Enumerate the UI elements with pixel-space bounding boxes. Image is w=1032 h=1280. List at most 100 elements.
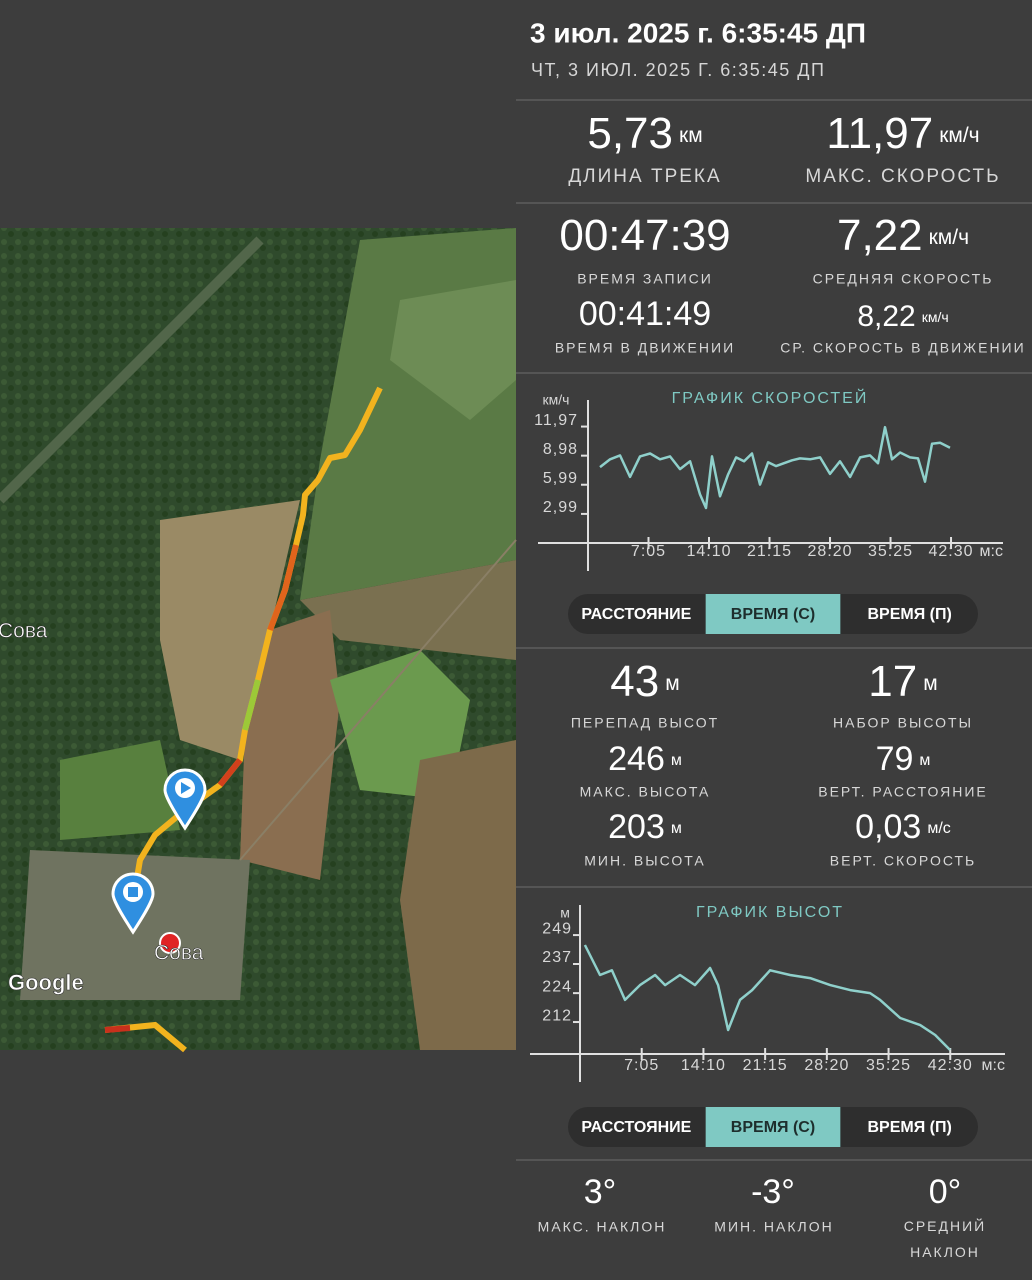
y-tick-label: 8,98 <box>543 441 578 458</box>
stat-value: 203 м <box>608 808 682 846</box>
stat-unit: м <box>671 820 682 837</box>
slope-value: -3° <box>751 1173 795 1211</box>
stat-label: СР. СКОРОСТЬ В ДВИЖЕНИИ <box>780 340 1025 356</box>
stat-unit: м <box>665 672 679 695</box>
stat-number: 8,22 <box>857 300 915 333</box>
control-option[interactable]: ВРЕМЯ (П) <box>868 1119 952 1136</box>
control-option[interactable]: ВРЕМЯ (С) <box>731 606 815 623</box>
chart-title: ГРАФИК СКОРОСТЕЙ <box>672 388 869 407</box>
stat-value: 00:47:39 <box>559 211 730 260</box>
stat-unit: м/с <box>927 820 950 837</box>
stat-number: 17 <box>868 657 917 706</box>
stat-number: 5,73 <box>587 109 673 158</box>
stat-unit: м <box>919 752 930 769</box>
stat-number: 0,03 <box>855 808 921 846</box>
x-unit: м:с <box>982 1057 1005 1074</box>
y-tick-label: 224 <box>542 978 572 995</box>
x-tick-label: 21:15 <box>743 1057 788 1074</box>
control-active <box>705 594 841 634</box>
slope-label: СРЕДНИЙ НАКЛОН <box>904 1217 987 1260</box>
stat-value: 00:41:49 <box>579 295 711 333</box>
stat-label: НАБОР ВЫСОТЫ <box>833 715 973 731</box>
stat-unit: км/ч <box>929 226 969 249</box>
place-label: Сова <box>154 942 204 965</box>
x-unit: м:с <box>980 543 1003 560</box>
control-option[interactable]: ВРЕМЯ (П) <box>868 606 952 623</box>
y-tick-label: 212 <box>542 1007 572 1024</box>
stat-value: 17 м <box>868 657 937 706</box>
chart-title: ГРАФИК ВЫСОТ <box>696 904 844 921</box>
stat-value: 43 м <box>610 657 679 706</box>
y-tick-label: 249 <box>542 920 572 937</box>
stat-number: 43 <box>610 657 659 706</box>
stat-label: ВРЕМЯ В ДВИЖЕНИИ <box>555 340 735 356</box>
stat-unit: м <box>923 672 937 695</box>
segmented-control[interactable]: РАССТОЯНИЕ ВРЕМЯ (С) ВРЕМЯ (П) <box>568 594 978 634</box>
stat-value: 8,22 км/ч <box>857 300 948 333</box>
slope-value: 3° <box>584 1173 617 1211</box>
x-tick-label: 14:10 <box>681 1057 726 1074</box>
x-tick-label: 14:10 <box>686 543 731 560</box>
stat-number: 00:41:49 <box>579 295 711 333</box>
control-option[interactable]: РАССТОЯНИЕ <box>581 1119 691 1136</box>
control-option[interactable]: РАССТОЯНИЕ <box>581 606 691 623</box>
stat-number: 7,22 <box>837 211 923 260</box>
stat-number: 00:47:39 <box>559 211 730 260</box>
stat-unit: м <box>671 752 682 769</box>
subtitle: ЧТ, 3 ИЮЛ. 2025 Г. 6:35:45 ДП <box>531 60 825 80</box>
stat-label: МИН. ВЫСОТА <box>584 853 705 869</box>
slope-label-line: НАКЛОН <box>910 1244 980 1260</box>
stat-number: 246 <box>608 740 665 778</box>
stat-value: 0,03 м/с <box>855 808 951 846</box>
stat-label: ВРЕМЯ ЗАПИСИ <box>577 271 713 287</box>
stat-unit: км <box>679 124 703 147</box>
y-unit: м <box>560 905 570 921</box>
stat-label: ВЕРТ. СКОРОСТЬ <box>830 853 976 869</box>
stat-value: 5,73 км <box>587 109 702 158</box>
stat-number: 79 <box>876 740 914 778</box>
x-tick-label: 42:30 <box>929 543 974 560</box>
slope-label: МАКС. НАКЛОН <box>538 1219 667 1235</box>
stat-value: 11,97 км/ч <box>826 109 979 158</box>
control-option[interactable]: ВРЕМЯ (С) <box>731 1119 815 1136</box>
x-tick-label: 28:20 <box>804 1057 849 1074</box>
title: 3 июл. 2025 г. 6:35:45 ДП <box>530 17 866 48</box>
control-active <box>705 1107 841 1147</box>
stat-label: МАКС. СКОРОСТЬ <box>805 166 1000 187</box>
x-tick-label: 7:05 <box>624 1057 659 1074</box>
stat-number: 11,97 <box>826 109 933 158</box>
y-tick-label: 237 <box>542 949 572 966</box>
segmented-control[interactable]: РАССТОЯНИЕ ВРЕМЯ (С) ВРЕМЯ (П) <box>568 1107 978 1147</box>
data-line <box>599 425 951 510</box>
x-tick-label: 35:25 <box>866 1057 911 1074</box>
slope-value: 0° <box>929 1173 962 1211</box>
stat-label: МАКС. ВЫСОТА <box>580 784 711 800</box>
y-tick-label: 5,99 <box>543 470 578 487</box>
map-attribution: Google <box>8 970 84 995</box>
x-tick-label: 28:20 <box>808 543 853 560</box>
stat-unit: км/ч <box>939 124 979 147</box>
y-tick-label: 11,97 <box>534 412 578 429</box>
x-tick-label: 7:05 <box>631 543 666 560</box>
stat-value: 7,22 км/ч <box>837 211 969 260</box>
stat-label: СРЕДНЯЯ СКОРОСТЬ <box>813 271 994 287</box>
x-tick-label: 35:25 <box>868 543 913 560</box>
x-tick-label: 42:30 <box>928 1057 973 1074</box>
y-unit: км/ч <box>543 392 570 408</box>
stat-label: ДЛИНА ТРЕКА <box>568 166 721 187</box>
y-tick-label: 2,99 <box>543 499 578 516</box>
slope-label-line: СРЕДНИЙ <box>904 1217 987 1234</box>
data-line <box>583 944 951 1051</box>
stat-label: ВЕРТ. РАССТОЯНИЕ <box>818 784 987 800</box>
map[interactable]: Сова Сова Google <box>0 228 517 1053</box>
stat-unit: км/ч <box>922 309 949 325</box>
stat-number: 203 <box>608 808 665 846</box>
stat-value: 246 м <box>608 740 682 778</box>
place-label: Сова <box>0 620 48 643</box>
stat-label: ПЕРЕПАД ВЫСОТ <box>571 715 719 731</box>
x-tick-label: 21:15 <box>747 543 792 560</box>
stat-value: 79 м <box>876 740 931 778</box>
slope-label: МИН. НАКЛОН <box>714 1219 833 1235</box>
